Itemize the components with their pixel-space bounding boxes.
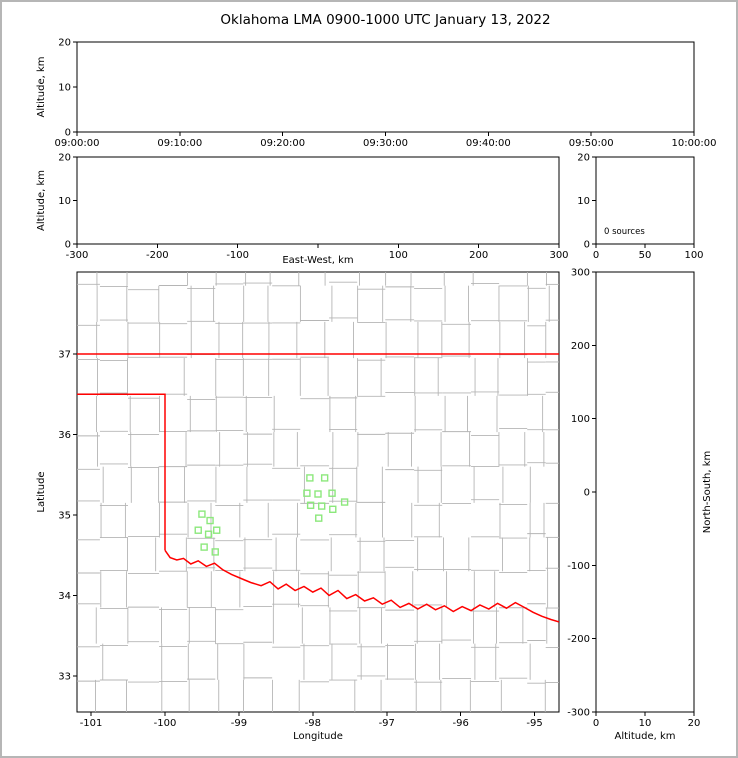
y-tick-label: -100 [567, 561, 590, 572]
y-tick-label: -300 [567, 708, 590, 719]
x-tick-label: 50 [639, 250, 652, 261]
x-tick-label: 100 [684, 250, 703, 261]
lma-station-marker [315, 514, 323, 522]
y-tick-label: 10 [58, 83, 71, 94]
y-tick-label: 0 [65, 128, 71, 139]
panel-ns_height [595, 271, 695, 713]
y-tick-label: 200 [571, 341, 590, 352]
map-layers [77, 272, 559, 712]
x-tick-label: 09:00:00 [55, 138, 100, 149]
x-tick-label: 09:10:00 [157, 138, 202, 149]
lma-station-marker [306, 474, 314, 482]
y-tick-label: 0 [584, 488, 590, 499]
x-tick-label: 09:40:00 [466, 138, 511, 149]
lma-station-marker [200, 543, 208, 551]
x-tick-label: -98 [305, 718, 321, 729]
x-tick-label: 200 [469, 250, 488, 261]
lma-station-marker [206, 516, 214, 525]
plot-title: Oklahoma LMA 0900-1000 UTC January 13, 2… [220, 12, 551, 28]
lma-station-marker [213, 526, 221, 534]
panel-alt_histogram [595, 156, 695, 245]
x-tick-label: 20 [688, 718, 701, 729]
x-tick-label: -100 [226, 250, 249, 261]
x-tick-label: 09:20:00 [260, 138, 305, 149]
lma-station-marker [198, 510, 206, 518]
x-axis-label-ns_height: Altitude, km [615, 731, 676, 742]
x-tick-label: -95 [526, 718, 542, 729]
x-tick-label: -99 [231, 718, 247, 729]
y-tick-label: 10 [577, 196, 590, 207]
lma-station-marker [211, 548, 219, 556]
y-tick-label: 300 [571, 268, 590, 279]
y-tick-label: 34 [58, 591, 71, 602]
y-tick-label: 35 [58, 510, 71, 521]
annotation-alt_histogram: 0 sources [604, 227, 645, 237]
y-tick-label: 20 [58, 38, 71, 49]
y-axis-label-ns_height: North-South, km [702, 451, 713, 534]
panel-ew_height [76, 156, 560, 245]
x-tick-label: 10 [639, 718, 652, 729]
panel-plan_map [76, 271, 560, 713]
y-tick-label: 36 [58, 430, 71, 441]
lma-station-marker [306, 501, 315, 509]
x-tick-label: 0 [593, 250, 599, 261]
y-tick-label: 33 [58, 671, 71, 682]
x-tick-label: -101 [80, 718, 103, 729]
y-axis-label-ew_height: Altitude, km [36, 170, 47, 231]
lma-station-marker [204, 530, 213, 538]
lma-station-marker [328, 489, 336, 497]
x-tick-label: -200 [146, 250, 169, 261]
y-tick-label: 10 [58, 196, 71, 207]
lma-station-marker [317, 502, 326, 510]
lma-station-marker [329, 505, 337, 513]
x-tick-label: 0 [593, 718, 599, 729]
x-tick-label: 09:30:00 [363, 138, 408, 149]
y-tick-label: 100 [571, 414, 590, 425]
x-tick-label: 09:50:00 [569, 138, 614, 149]
x-tick-label: 10:00:00 [672, 138, 717, 149]
x-tick-label: -100 [154, 718, 177, 729]
x-tick-label: -300 [66, 250, 89, 261]
x-axis-label-ew_height: East-West, km [282, 255, 353, 266]
x-tick-label: -96 [453, 718, 469, 729]
lma-station-marker [340, 498, 349, 506]
lma-station-marker [314, 490, 322, 498]
y-tick-label: 20 [58, 153, 71, 164]
x-tick-label: 100 [389, 250, 408, 261]
state-boundary-line [77, 393, 166, 551]
x-tick-label: 300 [549, 250, 568, 261]
red-river-line [164, 549, 559, 623]
panel-time_height [76, 41, 695, 133]
y-tick-label: -200 [567, 634, 590, 645]
lma-station-marker [320, 474, 329, 482]
y-tick-label: 0 [65, 240, 71, 251]
x-tick-label: -97 [379, 718, 395, 729]
y-tick-label: 0 [584, 240, 590, 251]
y-axis-label-plan_map: Latitude [36, 471, 47, 512]
y-axis-label-time_height: Altitude, km [36, 57, 47, 118]
y-tick-label: 20 [577, 153, 590, 164]
x-axis-label-plan_map: Longitude [293, 731, 343, 742]
lma-station-marker [303, 489, 311, 497]
y-tick-label: 37 [58, 350, 71, 361]
lma-station-marker [194, 526, 202, 534]
